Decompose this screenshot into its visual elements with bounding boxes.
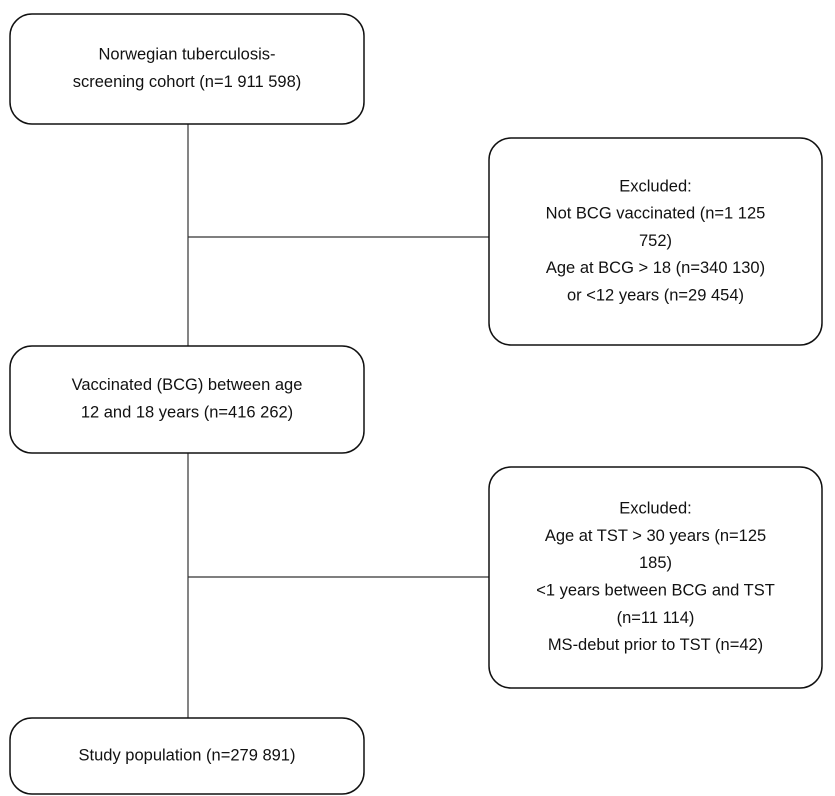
box-text: Excluded: xyxy=(619,500,691,518)
box-text: Excluded: xyxy=(619,177,691,195)
flow-box xyxy=(9,13,365,125)
box-text: or <12 years (n=29 454) xyxy=(567,286,744,304)
box-text: Not BCG vaccinated (n=1 125 xyxy=(546,205,766,223)
box-text: screening cohort (n=1 911 598) xyxy=(73,73,302,91)
box-text: (n=11 114) xyxy=(617,609,695,627)
box-text: 185) xyxy=(639,554,672,572)
box-text: MS-debut prior to TST (n=42) xyxy=(548,636,763,654)
box-text: 12 and 18 years (n=416 262) xyxy=(81,404,293,422)
flow-box xyxy=(488,137,823,346)
flow-box xyxy=(9,717,365,795)
flow-box xyxy=(488,466,823,689)
box-text: Study population (n=279 891) xyxy=(79,746,296,764)
box-text: Vaccinated (BCG) between age xyxy=(72,376,303,394)
box-text: Norwegian tuberculosis- xyxy=(99,46,276,64)
box-text: 752) xyxy=(639,232,672,250)
box-text: Age at TST > 30 years (n=125 xyxy=(545,527,766,545)
flow-box xyxy=(9,345,365,454)
box-text: <1 years between BCG and TST xyxy=(536,582,775,600)
box-text: Age at BCG > 18 (n=340 130) xyxy=(546,259,765,277)
